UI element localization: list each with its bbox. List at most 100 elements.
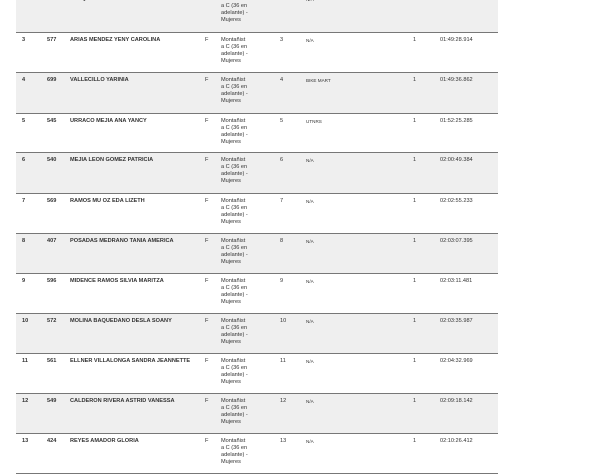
sex-cell: F <box>205 278 209 284</box>
laps-cell: 1 <box>413 157 417 163</box>
category-cell: Montañist a C (36 en adelante) - Mujeres <box>221 118 248 145</box>
category-position-cell: 9 <box>280 278 284 284</box>
laps-cell: 1 <box>413 238 417 244</box>
category-position-cell: 8 <box>280 238 284 244</box>
name-cell: RAMOS MU OZ EDA LIZETH <box>70 198 145 204</box>
time-cell: 02:03:07.395 <box>440 238 473 244</box>
sex-cell: F <box>205 358 209 364</box>
laps-cell: 1 <box>413 118 417 124</box>
name-cell: MEJIA LEON GOMEZ PATRICIA <box>70 157 154 163</box>
category-position-cell: 11 <box>280 358 286 364</box>
position-cell: 11 <box>22 358 28 364</box>
sex-cell: F <box>205 398 209 404</box>
category-position-cell: 4 <box>280 77 284 83</box>
club-cell: N/A <box>306 319 314 324</box>
bib-cell: 699 <box>47 77 57 83</box>
category-cell: Montañist a C (36 en adelante) - Mujeres <box>221 318 248 345</box>
laps-cell: 1 <box>413 358 417 364</box>
laps-cell: 1 <box>413 37 417 43</box>
time-cell: 02:02:55.233 <box>440 198 473 204</box>
club-cell: N/A <box>306 0 314 3</box>
position-cell: 13 <box>22 438 29 444</box>
table-row: 9 596 MIDENCE RAMOS SILVIA MARITZA F Montañi… <box>16 274 498 314</box>
table-row: 8 407 POSADAS MEDRANO TANIA AMERICA F Montañ… <box>16 234 498 274</box>
bib-cell: 549 <box>47 398 57 404</box>
time-cell: 02:00:49.384 <box>440 157 473 163</box>
name-cell: POSADAS MEDRANO TANIA AMERICA <box>70 238 174 244</box>
table-row: 2 JOAQUINA F Montañist a C (36 en adelante)… <box>16 0 498 33</box>
category-position-cell: 7 <box>280 198 284 204</box>
name-cell: MOLINA BAQUEDANO DESLA SOANY <box>70 318 172 324</box>
time-cell: 01:49:36.862 <box>440 77 473 83</box>
category-cell: Montañist a C (36 en adelante) - Mujeres <box>221 238 248 265</box>
position-cell: 4 <box>22 77 26 83</box>
category-cell: Montañist a C (36 en adelante) - Mujeres <box>221 77 248 104</box>
name-cell: REYES AMADOR GLORIA <box>70 438 139 444</box>
time-cell: 01:49:28.914 <box>440 37 473 43</box>
position-cell: 10 <box>22 318 29 324</box>
bib-cell: 577 <box>47 37 57 43</box>
name-cell: ARIAS MENDEZ YENY CAROLINA <box>70 37 161 43</box>
laps-cell: 1 <box>413 77 417 83</box>
position-cell: 12 <box>22 398 29 404</box>
category-position-cell: 12 <box>280 398 287 404</box>
category-cell: Montañist a C (36 en adelante) - Mujeres <box>221 198 248 225</box>
sex-cell: F <box>205 198 209 204</box>
category-cell: Montañist a C (36 en adelante) - Mujeres <box>221 398 248 425</box>
club-cell: N/A <box>306 399 314 404</box>
name-cell: JOAQUINA <box>70 0 200 3</box>
category-cell: Montañist a C (36 en adelante) - Mujeres <box>221 358 248 385</box>
category-position-cell: 10 <box>280 318 287 324</box>
sex-cell: F <box>205 238 209 244</box>
category-cell: Montañist a C (36 en adelante) - Mujeres <box>221 157 248 184</box>
results-table: 2 JOAQUINA F Montañist a C (36 en adelante)… <box>16 0 498 474</box>
club-cell: N/A <box>306 38 314 43</box>
club-cell: UTNRS <box>306 119 322 124</box>
club-cell: N/A <box>306 199 314 204</box>
table-row: 7 569 RAMOS MU OZ EDA LIZETH F Montañist a C… <box>16 194 498 234</box>
position-cell: 6 <box>22 157 26 163</box>
bib-cell: 545 <box>47 118 57 124</box>
sex-cell: F <box>205 77 209 83</box>
bib-cell: 569 <box>47 198 57 204</box>
laps-cell: 1 <box>413 438 417 444</box>
sex-cell: F <box>205 438 209 444</box>
table-row: 13 424 REYES AMADOR GLORIA F Montañist a C (… <box>16 434 498 474</box>
category-cell: Montañist a C (36 en adelante) - Mujeres <box>221 0 248 23</box>
club-cell: N/A <box>306 359 314 364</box>
time-cell: 01:52:25.285 <box>440 118 473 124</box>
table-row: 10 572 MOLINA BAQUEDANO DESLA SOANY F Montañ… <box>16 314 498 354</box>
club-cell: N/A <box>306 239 314 244</box>
bib-cell: 561 <box>47 358 57 364</box>
time-cell: 02:09:18.142 <box>440 398 473 404</box>
table-row: 6 540 MEJIA LEON GOMEZ PATRICIA F Montañist … <box>16 153 498 194</box>
time-cell: 02:04:32.969 <box>440 358 473 364</box>
time-cell: 02:10:26.412 <box>440 438 473 444</box>
name-cell: ELLNER VILLALONGA SANDRA JEANNETTE <box>70 358 191 364</box>
position-cell: 2 <box>22 0 25 3</box>
position-cell: 5 <box>22 118 26 124</box>
name-cell: CALDERON RIVERA ASTRID VANESSA <box>70 398 175 404</box>
laps-cell: 1 <box>413 318 417 324</box>
laps-cell: 1 <box>413 398 417 404</box>
name-cell: VALLECILLO YARINIA <box>70 77 129 83</box>
club-cell: N/A <box>306 439 314 444</box>
category-cell: Montañist a C (36 en adelante) - Mujeres <box>221 37 248 64</box>
club-cell: BIKE MART <box>306 78 331 83</box>
sex-cell: F <box>205 37 209 43</box>
name-cell: URRACO MEJIA ANA YANCY <box>70 118 147 124</box>
sex-cell: F <box>205 157 209 163</box>
bib-cell: 407 <box>47 238 57 244</box>
table-row: 12 549 CALDERON RIVERA ASTRID VANESSA F Mont… <box>16 394 498 434</box>
position-cell: 9 <box>22 278 26 284</box>
sex-cell: F <box>205 118 209 124</box>
time-cell: 02:03:11.481 <box>440 278 473 284</box>
table-row: 5 545 URRACO MEJIA ANA YANCY F Montañist a C… <box>16 114 498 153</box>
laps-cell: 1 <box>413 0 416 3</box>
position-cell: 3 <box>22 37 26 43</box>
bib-cell: 424 <box>47 438 57 444</box>
category-cell: Montañist a C (36 en adelante) - Mujeres <box>221 438 248 465</box>
position-cell: 8 <box>22 238 26 244</box>
table-row: 4 699 VALLECILLO YARINIA F Montañist a C (36… <box>16 73 498 114</box>
position-cell: 7 <box>22 198 26 204</box>
